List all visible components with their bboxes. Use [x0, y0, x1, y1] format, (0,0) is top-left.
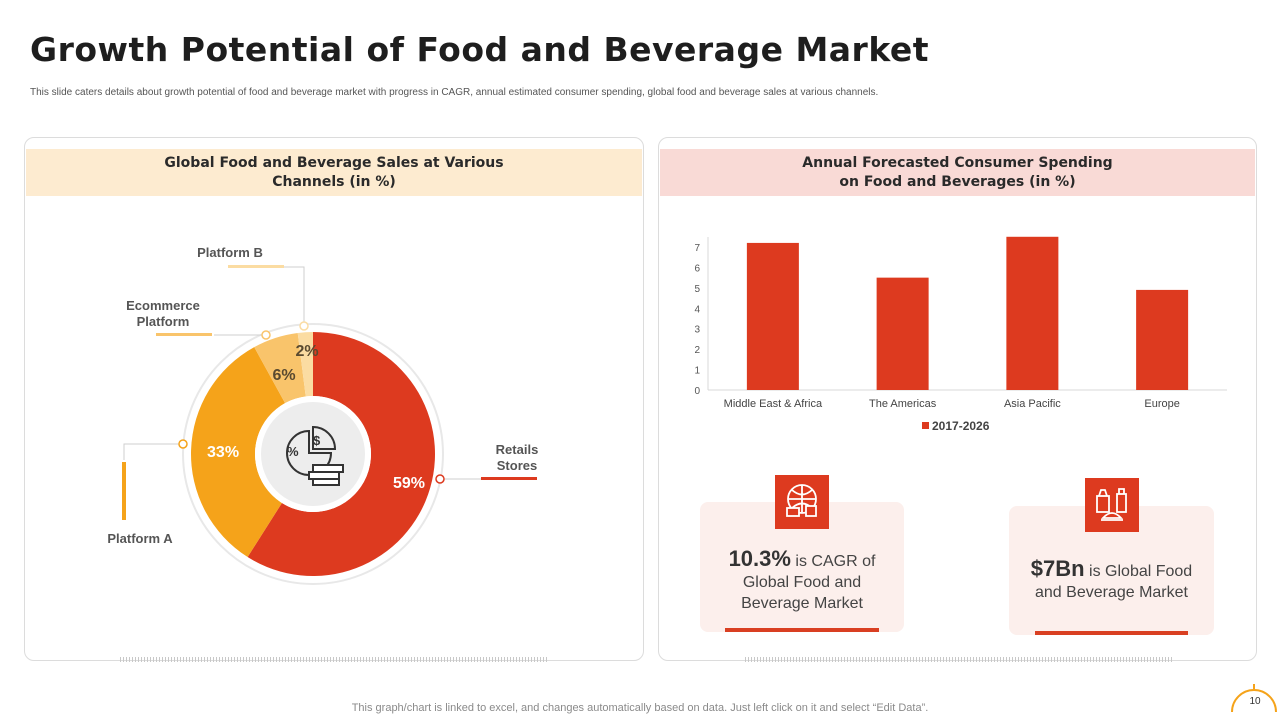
market-size-value: $7Bn	[1030, 556, 1085, 581]
page-number: 10	[1249, 696, 1261, 707]
label-retail-stores: Retails Stores	[495, 442, 539, 473]
fast-food-icon	[1085, 478, 1139, 532]
page-title: Growth Potential of Food and Beverage Ma…	[30, 30, 930, 69]
channels-card-header: Global Food and Beverage Sales at Variou…	[26, 149, 642, 196]
spending-card-title: Annual Forecasted Consumer Spending on F…	[802, 154, 1113, 190]
label-platform-a: Platform A	[107, 531, 173, 546]
cagr-description: is CAGR of Global Food and Beverage Mark…	[741, 553, 876, 612]
market-size-stat-card: $7Bn is Global Food and Beverage Market	[1009, 506, 1214, 635]
market-size-stat-underline	[1035, 631, 1188, 635]
channels-card: Global Food and Beverage Sales at Variou…	[24, 137, 644, 662]
decorative-hatch	[745, 657, 1172, 662]
market-size-description: is Global Food and Beverage Market	[1035, 563, 1193, 601]
label-ecommerce-platform: Ecommerce Platform	[126, 298, 200, 329]
label-platform-b: Platform B	[197, 245, 263, 260]
decorative-hatch	[120, 657, 547, 662]
food-globe-icon	[775, 475, 829, 529]
cagr-stat-underline	[725, 628, 879, 632]
footer-note: This graph/chart is linked to excel, and…	[351, 702, 929, 714]
channels-card-title: Global Food and Beverage Sales at Variou…	[164, 154, 504, 190]
cagr-value: 10.3%	[728, 546, 791, 571]
page-subtitle: This slide caters details about growth p…	[30, 87, 879, 98]
cagr-stat-card: 10.3% is CAGR of Global Food and Beverag…	[700, 502, 904, 632]
spending-card-header: Annual Forecasted Consumer Spending on F…	[660, 149, 1255, 196]
